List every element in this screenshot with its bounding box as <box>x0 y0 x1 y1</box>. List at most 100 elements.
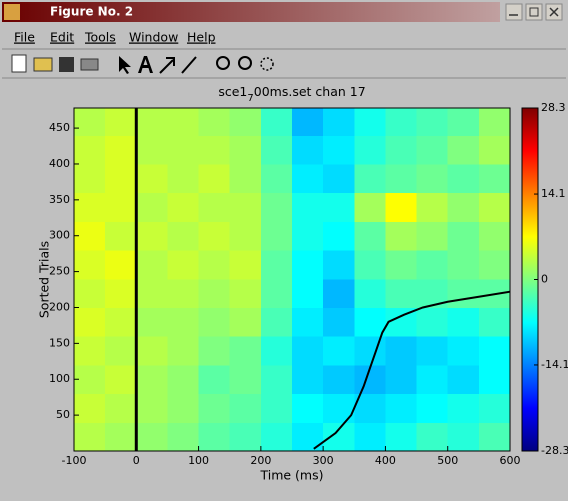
heatmap-cell <box>478 336 511 366</box>
y-tick-label: 100 <box>49 372 70 385</box>
colorbar-tick-label: -28.3 <box>541 444 568 457</box>
heatmap-cell <box>198 192 231 222</box>
heatmap-cell <box>167 364 200 395</box>
y-axis-label: Sorted Trials <box>37 241 52 318</box>
menu-item[interactable]: Window <box>129 30 178 45</box>
menu-item[interactable]: Edit <box>50 30 74 45</box>
tool-zoom-in[interactable] <box>216 56 230 70</box>
y-tick-label: 200 <box>49 300 70 313</box>
heatmap-cell <box>323 336 355 366</box>
plot: -100 0 100 200 300 400 500 600 50 100 150 200 250 300… <box>37 101 568 483</box>
heatmap-cell <box>74 163 106 194</box>
heatmap-cell <box>136 221 168 251</box>
heatmap-cell <box>354 336 386 366</box>
menu-item[interactable]: File <box>14 30 35 45</box>
tool-open[interactable] <box>33 57 53 72</box>
heatmap-cell <box>260 336 293 366</box>
heatmap-cell <box>105 278 137 308</box>
heatmap-cell <box>385 250 418 280</box>
heatmap-cell <box>136 393 168 423</box>
tool-arrow[interactable] <box>159 57 175 74</box>
heatmap-cell <box>354 192 386 222</box>
heatmap-cell <box>105 108 137 136</box>
heatmap-cell <box>292 135 324 165</box>
heatmap-cell <box>416 221 449 251</box>
heatmap-cell <box>167 135 200 165</box>
tool-rotate[interactable] <box>260 57 274 71</box>
heatmap-cell <box>260 108 293 136</box>
heatmap-cell <box>74 192 106 222</box>
maximize-button[interactable] <box>525 3 543 21</box>
tool-line[interactable] <box>181 56 197 74</box>
heatmap-cell <box>74 422 106 452</box>
title-bar <box>2 2 500 22</box>
heatmap-cell <box>323 163 355 194</box>
heatmap-cell <box>447 393 480 423</box>
heatmap-cell <box>260 163 293 194</box>
heatmap-cell <box>323 364 355 395</box>
window-buttons[interactable] <box>505 3 563 21</box>
heatmap-cell <box>105 307 137 337</box>
heatmap-cell <box>105 163 137 194</box>
heatmap-cell <box>292 393 324 423</box>
heatmap-cell <box>167 250 200 280</box>
title-part: 00ms.set chan 17 <box>254 84 366 99</box>
y-tick-label: 450 <box>49 121 70 134</box>
heatmap-cell <box>136 422 168 452</box>
heatmap-cell <box>74 278 106 308</box>
heatmap-cell <box>478 393 511 423</box>
tool-print[interactable] <box>80 58 99 71</box>
chart-title: sce1700ms.set chan 17 <box>218 84 365 105</box>
y-tick-label: 50 <box>56 408 70 421</box>
heatmap-cell <box>478 108 511 136</box>
heatmap-cell <box>416 393 449 423</box>
heatmap-cell <box>354 108 386 136</box>
heatmap-cell <box>385 364 418 395</box>
x-tick-label: 400 <box>375 454 396 467</box>
x-tick-label: -100 <box>62 454 87 467</box>
heatmap-cell <box>167 307 200 337</box>
heatmap-cell <box>385 192 418 222</box>
colorbar-tick-label: 14.1 <box>541 187 566 200</box>
heatmap-cell <box>105 393 137 423</box>
heatmap-cell <box>354 250 386 280</box>
heatmap-cell <box>229 108 262 136</box>
tool-zoom-out[interactable] <box>238 56 252 70</box>
menu-item[interactable]: Tools <box>84 30 116 45</box>
heatmap-cell <box>198 422 231 452</box>
heatmap-cell <box>478 422 511 452</box>
heatmap-cell <box>292 108 324 136</box>
sort-curve <box>313 290 511 450</box>
heatmap-cell <box>198 108 231 136</box>
menu-item[interactable]: Help <box>187 30 216 45</box>
heatmap-cell <box>105 135 137 165</box>
heatmap-cell <box>198 393 231 423</box>
heatmap-cell <box>198 307 231 337</box>
heatmap-cell <box>416 108 449 136</box>
heatmap-cell <box>323 135 355 165</box>
title-subscript: 7 <box>247 93 253 104</box>
x-axis-label: Time (ms) <box>259 468 323 483</box>
heatmap-cell <box>354 278 386 308</box>
heatmap-cell <box>447 221 480 251</box>
tool-select[interactable] <box>119 56 131 74</box>
heatmap-cell <box>105 364 137 395</box>
heatmap-cell <box>74 307 106 337</box>
heatmap-cell <box>136 192 168 222</box>
y-tick-label: 250 <box>49 265 70 278</box>
heatmap-cell <box>478 163 511 194</box>
tool-save[interactable] <box>59 57 74 72</box>
tool-new[interactable] <box>11 54 27 73</box>
heatmap-cell <box>478 250 511 280</box>
heatmap-cell <box>260 307 293 337</box>
heatmap-cell <box>447 135 480 165</box>
heatmap-cell <box>385 221 418 251</box>
minimize-button[interactable] <box>505 3 523 21</box>
heatmap-cell <box>229 192 262 222</box>
menu-bar: File Edit Tools Window Help <box>14 30 216 45</box>
y-tick-label: 350 <box>49 193 70 206</box>
heatmap-cell <box>105 250 137 280</box>
tool-text[interactable] <box>138 56 153 73</box>
heatmap-cell <box>478 221 511 251</box>
heatmap-cell <box>447 422 480 452</box>
